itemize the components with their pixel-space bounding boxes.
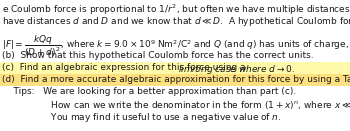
Bar bbox=[0, 61, 350, 73]
Text: (b)  Show that this hypothetical Coulomb force has the correct units.: (b) Show that this hypothetical Coulomb … bbox=[2, 51, 314, 60]
Text: limiting case where $d \rightarrow 0$.: limiting case where $d \rightarrow 0$. bbox=[178, 63, 295, 76]
Text: (d)  Find a more accurate algebraic approximation for this force by using a Tayl: (d) Find a more accurate algebraic appro… bbox=[2, 75, 350, 84]
Text: Tips:   We are looking for a better approximation than part (c).: Tips: We are looking for a better approx… bbox=[2, 87, 296, 96]
Text: have distances $d$ and $D$ and we know that $d \ll D$.  A hypothetical Coulomb f: have distances $d$ and $D$ and we know t… bbox=[2, 15, 350, 28]
Bar bbox=[0, 73, 350, 86]
Text: How can we write the denominator in the form $(1 + x)^n$, where $x \ll 1$?: How can we write the denominator in the … bbox=[2, 99, 350, 111]
Text: (c)  Find an algebraic expression for this force using a: (c) Find an algebraic expression for thi… bbox=[2, 63, 248, 72]
Text: You may find it useful to use a negative value of $n$.: You may find it useful to use a negative… bbox=[2, 111, 281, 124]
Text: e Coulomb force is proportional to 1/$r^2$, but often we have multiple distances: e Coulomb force is proportional to 1/$r^… bbox=[2, 3, 350, 17]
Text: $|F| = \dfrac{kQq}{(D+d)^2}$, where $k = 9.0 \times 10^9$ Nm$^2$/C$^2$ and $Q$ (: $|F| = \dfrac{kQq}{(D+d)^2}$, where $k =… bbox=[2, 34, 350, 59]
